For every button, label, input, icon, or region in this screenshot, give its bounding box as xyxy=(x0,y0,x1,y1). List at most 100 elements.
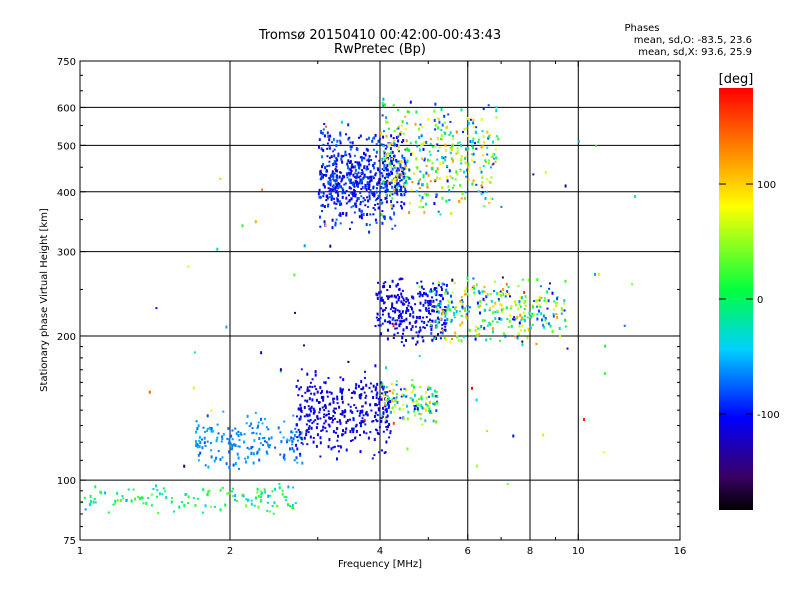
data-point xyxy=(456,172,459,176)
data-point xyxy=(351,439,354,442)
data-point xyxy=(415,331,418,334)
data-point xyxy=(411,400,414,404)
data-point xyxy=(443,321,446,325)
data-point xyxy=(308,389,311,392)
data-point xyxy=(386,295,388,298)
data-point xyxy=(336,191,339,195)
data-point xyxy=(379,317,382,319)
data-point xyxy=(331,141,333,144)
data-point xyxy=(505,306,508,310)
data-point xyxy=(495,109,498,113)
data-point xyxy=(375,316,378,319)
data-point xyxy=(381,385,384,389)
data-point xyxy=(266,509,269,512)
data-point xyxy=(354,165,357,169)
data-point xyxy=(328,160,331,163)
data-point xyxy=(494,301,497,305)
data-point xyxy=(429,387,432,391)
data-point xyxy=(228,450,231,454)
data-point xyxy=(429,325,432,328)
data-point xyxy=(518,321,521,325)
data-point xyxy=(500,308,503,312)
data-point xyxy=(332,138,335,142)
data-point xyxy=(335,190,338,193)
data-point xyxy=(267,443,270,447)
data-point xyxy=(210,409,213,412)
data-point xyxy=(341,400,344,404)
data-point xyxy=(372,185,375,188)
data-point xyxy=(471,182,474,186)
data-point xyxy=(387,404,390,408)
data-point xyxy=(252,452,255,456)
data-point xyxy=(382,130,385,133)
data-point xyxy=(374,133,377,137)
data-point xyxy=(443,114,446,118)
data-point xyxy=(394,307,397,311)
data-point xyxy=(382,161,384,165)
data-point xyxy=(372,384,375,388)
data-point xyxy=(492,304,495,308)
data-point xyxy=(265,450,268,454)
data-point xyxy=(432,289,435,292)
data-point xyxy=(380,172,383,175)
data-point xyxy=(279,368,282,372)
data-point xyxy=(505,292,508,296)
data-point xyxy=(342,189,345,193)
data-point xyxy=(402,403,405,406)
data-point xyxy=(464,307,467,311)
data-point xyxy=(322,425,325,429)
data-point xyxy=(303,244,306,248)
data-point xyxy=(390,170,392,173)
data-point xyxy=(296,379,299,382)
data-point xyxy=(426,300,429,303)
data-point xyxy=(467,165,470,169)
data-point xyxy=(310,410,312,413)
data-point xyxy=(540,312,543,316)
data-point xyxy=(432,419,435,423)
data-point xyxy=(294,427,297,430)
data-point xyxy=(328,190,331,193)
data-point xyxy=(549,324,552,328)
data-point xyxy=(410,152,412,156)
data-point xyxy=(346,173,349,176)
data-point xyxy=(237,430,240,433)
data-point xyxy=(489,337,492,340)
data-point xyxy=(356,176,359,179)
data-point xyxy=(295,443,298,447)
data-point xyxy=(310,405,313,409)
data-point xyxy=(321,429,324,432)
data-point xyxy=(296,436,299,439)
data-point xyxy=(408,148,410,152)
data-point xyxy=(373,438,376,441)
data-point xyxy=(432,282,435,285)
data-point xyxy=(245,422,248,425)
data-point xyxy=(393,213,396,216)
data-point xyxy=(564,318,567,322)
data-point xyxy=(327,187,330,190)
data-point xyxy=(321,165,323,169)
data-point xyxy=(623,324,626,327)
data-point xyxy=(256,452,258,455)
data-point xyxy=(387,328,389,332)
data-point xyxy=(424,157,426,160)
data-point xyxy=(386,289,389,291)
data-point xyxy=(396,193,399,196)
data-point xyxy=(467,310,470,313)
data-point xyxy=(377,194,380,197)
data-point xyxy=(125,499,128,502)
data-point xyxy=(349,148,352,151)
data-point xyxy=(386,169,389,172)
data-point xyxy=(325,199,328,202)
data-point xyxy=(221,437,224,441)
data-point xyxy=(386,401,389,404)
data-point xyxy=(444,131,447,135)
data-point xyxy=(296,461,299,464)
data-point xyxy=(325,125,327,128)
data-point xyxy=(353,404,356,407)
data-point xyxy=(410,391,413,394)
data-point xyxy=(420,206,423,209)
data-point xyxy=(389,295,392,298)
data-point xyxy=(428,401,431,404)
data-point xyxy=(393,186,396,189)
data-point xyxy=(498,339,501,342)
